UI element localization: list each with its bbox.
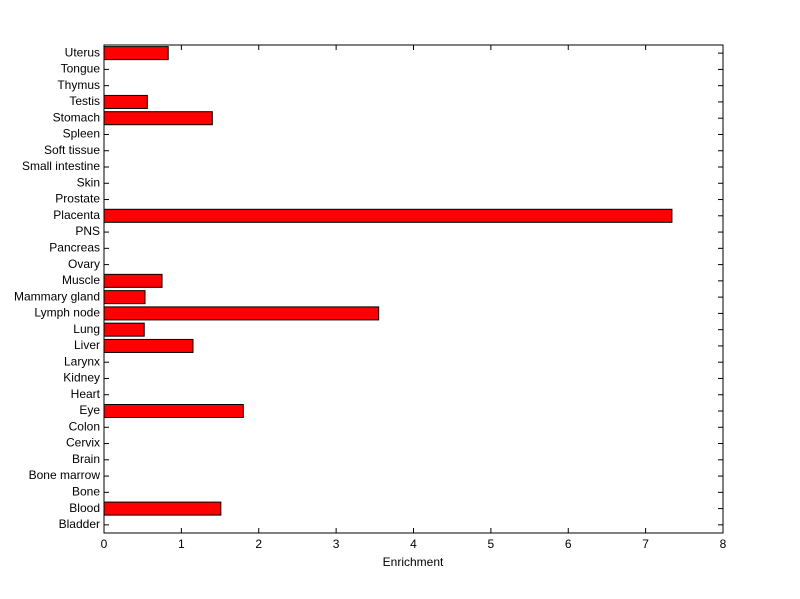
y-tick-label: Mammary gland [14, 289, 100, 303]
bar [103, 501, 222, 516]
y-tick-label: Liver [74, 338, 100, 352]
y-tick-label: Larynx [64, 354, 100, 368]
y-tick-label: Ovary [68, 257, 100, 271]
x-tick-label: 0 [101, 537, 108, 551]
y-tick-label: Bone [72, 485, 100, 499]
x-tick-label: 8 [720, 537, 727, 551]
y-tick-label: Small intestine [22, 159, 100, 173]
x-axis-label: Enrichment [383, 555, 444, 569]
x-tick-label: 4 [410, 537, 417, 551]
y-tick-label: Cervix [66, 436, 100, 450]
x-tick-label: 3 [333, 537, 340, 551]
y-tick-label: Spleen [63, 127, 100, 141]
y-tick-label: Brain [72, 452, 100, 466]
y-tick-label: Thymus [57, 78, 100, 92]
bar [103, 403, 244, 419]
y-tick-label: Skin [77, 175, 100, 189]
y-tick-label: Kidney [63, 371, 100, 385]
y-tick-label: Soft tissue [44, 143, 100, 157]
y-tick-label: Bladder [59, 517, 100, 531]
y-tick-label: Pancreas [49, 241, 100, 255]
bar [103, 273, 163, 288]
x-tick-label: 1 [178, 537, 185, 551]
y-tick-label: Colon [69, 419, 100, 433]
y-tick-label: Testis [69, 94, 100, 108]
y-tick-label: Bone marrow [29, 468, 101, 482]
y-tick-label: Lung [73, 322, 100, 336]
bar [103, 208, 673, 223]
y-tick-label: Prostate [55, 192, 100, 206]
bar [103, 322, 145, 337]
y-tick-label: Stomach [53, 110, 100, 124]
x-tick-label: 5 [488, 537, 495, 551]
y-tick-label: Uterus [65, 45, 100, 59]
y-tick-label: Placenta [53, 208, 100, 222]
y-tick-label: Tongue [61, 62, 101, 76]
x-tick-label: 2 [255, 537, 262, 551]
x-tick-label: 7 [642, 537, 649, 551]
y-tick-label: Muscle [62, 273, 100, 287]
bar [103, 94, 148, 109]
bar [103, 290, 146, 305]
bar [103, 111, 213, 126]
y-tick-label: PNS [75, 224, 100, 238]
bar [103, 306, 380, 321]
x-tick-label: 6 [565, 537, 572, 551]
y-tick-label: Heart [71, 387, 101, 401]
y-tick-label: Lymph node [34, 306, 100, 320]
y-tick-label: Eye [79, 403, 100, 417]
y-tick-label: Blood [69, 501, 100, 515]
plot-frame [103, 44, 724, 534]
bar [103, 46, 169, 61]
bar [103, 338, 194, 353]
